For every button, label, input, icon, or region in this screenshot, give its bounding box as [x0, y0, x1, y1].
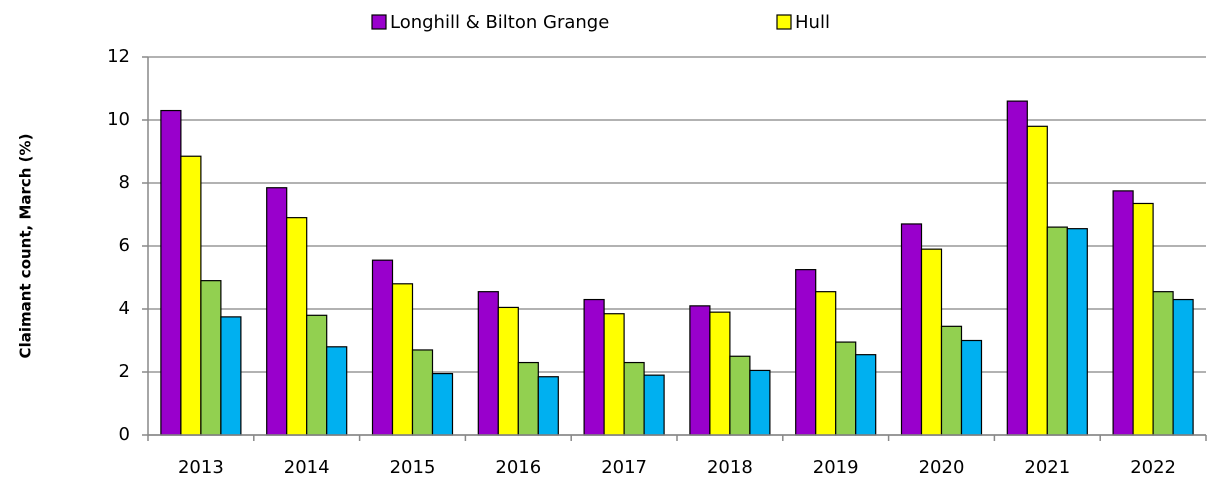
bar	[286, 217, 308, 436]
bar	[306, 314, 328, 436]
y-tick-label: 0	[119, 424, 130, 445]
bar	[815, 291, 837, 436]
y-axis-label: Claimant count, March (%)	[17, 134, 35, 359]
y-tick-label: 2	[119, 361, 130, 382]
bar	[220, 316, 242, 436]
x-tick-label: 2016	[495, 457, 541, 478]
bar	[537, 376, 559, 436]
bar	[1132, 202, 1154, 436]
legend-label: Hull	[795, 12, 830, 33]
bar	[477, 291, 499, 436]
legend-swatch	[776, 14, 792, 30]
y-tick-label: 8	[119, 172, 130, 193]
bar	[180, 155, 202, 436]
bar	[200, 280, 222, 436]
x-tick-label: 2022	[1130, 457, 1176, 478]
bar	[326, 346, 348, 436]
bar	[371, 259, 394, 436]
x-tick-label: 2017	[601, 457, 647, 478]
y-tick-label: 12	[107, 46, 130, 67]
bar	[729, 355, 751, 436]
x-tick-label: 2014	[284, 457, 330, 478]
legend-label: Longhill & Bilton Grange	[390, 12, 609, 33]
bar	[603, 313, 625, 436]
y-tick-label: 6	[119, 235, 130, 256]
x-tick-label: 2018	[707, 457, 753, 478]
x-tick-label: 2013	[178, 457, 224, 478]
bar	[643, 374, 665, 436]
bar	[1066, 228, 1088, 436]
y-tick-label: 4	[119, 298, 130, 319]
bar	[1152, 291, 1174, 436]
bar	[689, 305, 711, 436]
bar	[431, 372, 454, 436]
bar	[920, 248, 943, 436]
x-tick-label: 2015	[390, 457, 436, 478]
bar	[160, 109, 182, 436]
bar	[623, 361, 645, 436]
bar	[411, 349, 434, 436]
bar	[900, 223, 923, 436]
bar	[835, 341, 857, 436]
bar	[497, 306, 519, 436]
bar	[855, 354, 877, 436]
x-tick-label: 2021	[1024, 457, 1070, 478]
bar	[1046, 226, 1068, 436]
bar	[1172, 298, 1194, 436]
bar	[583, 298, 605, 436]
bar	[391, 283, 414, 436]
bar	[709, 311, 731, 436]
bar	[1112, 190, 1134, 436]
x-tick-label: 2019	[813, 457, 859, 478]
legend-swatch	[371, 14, 387, 30]
x-tick-label: 2020	[919, 457, 965, 478]
bar	[266, 187, 288, 436]
bar	[1006, 100, 1028, 436]
bar	[749, 369, 771, 436]
y-tick-label: 10	[107, 109, 130, 130]
bar	[795, 269, 817, 436]
bar	[1026, 125, 1048, 436]
bar	[960, 339, 983, 436]
bar	[517, 361, 539, 436]
bar	[940, 325, 963, 436]
